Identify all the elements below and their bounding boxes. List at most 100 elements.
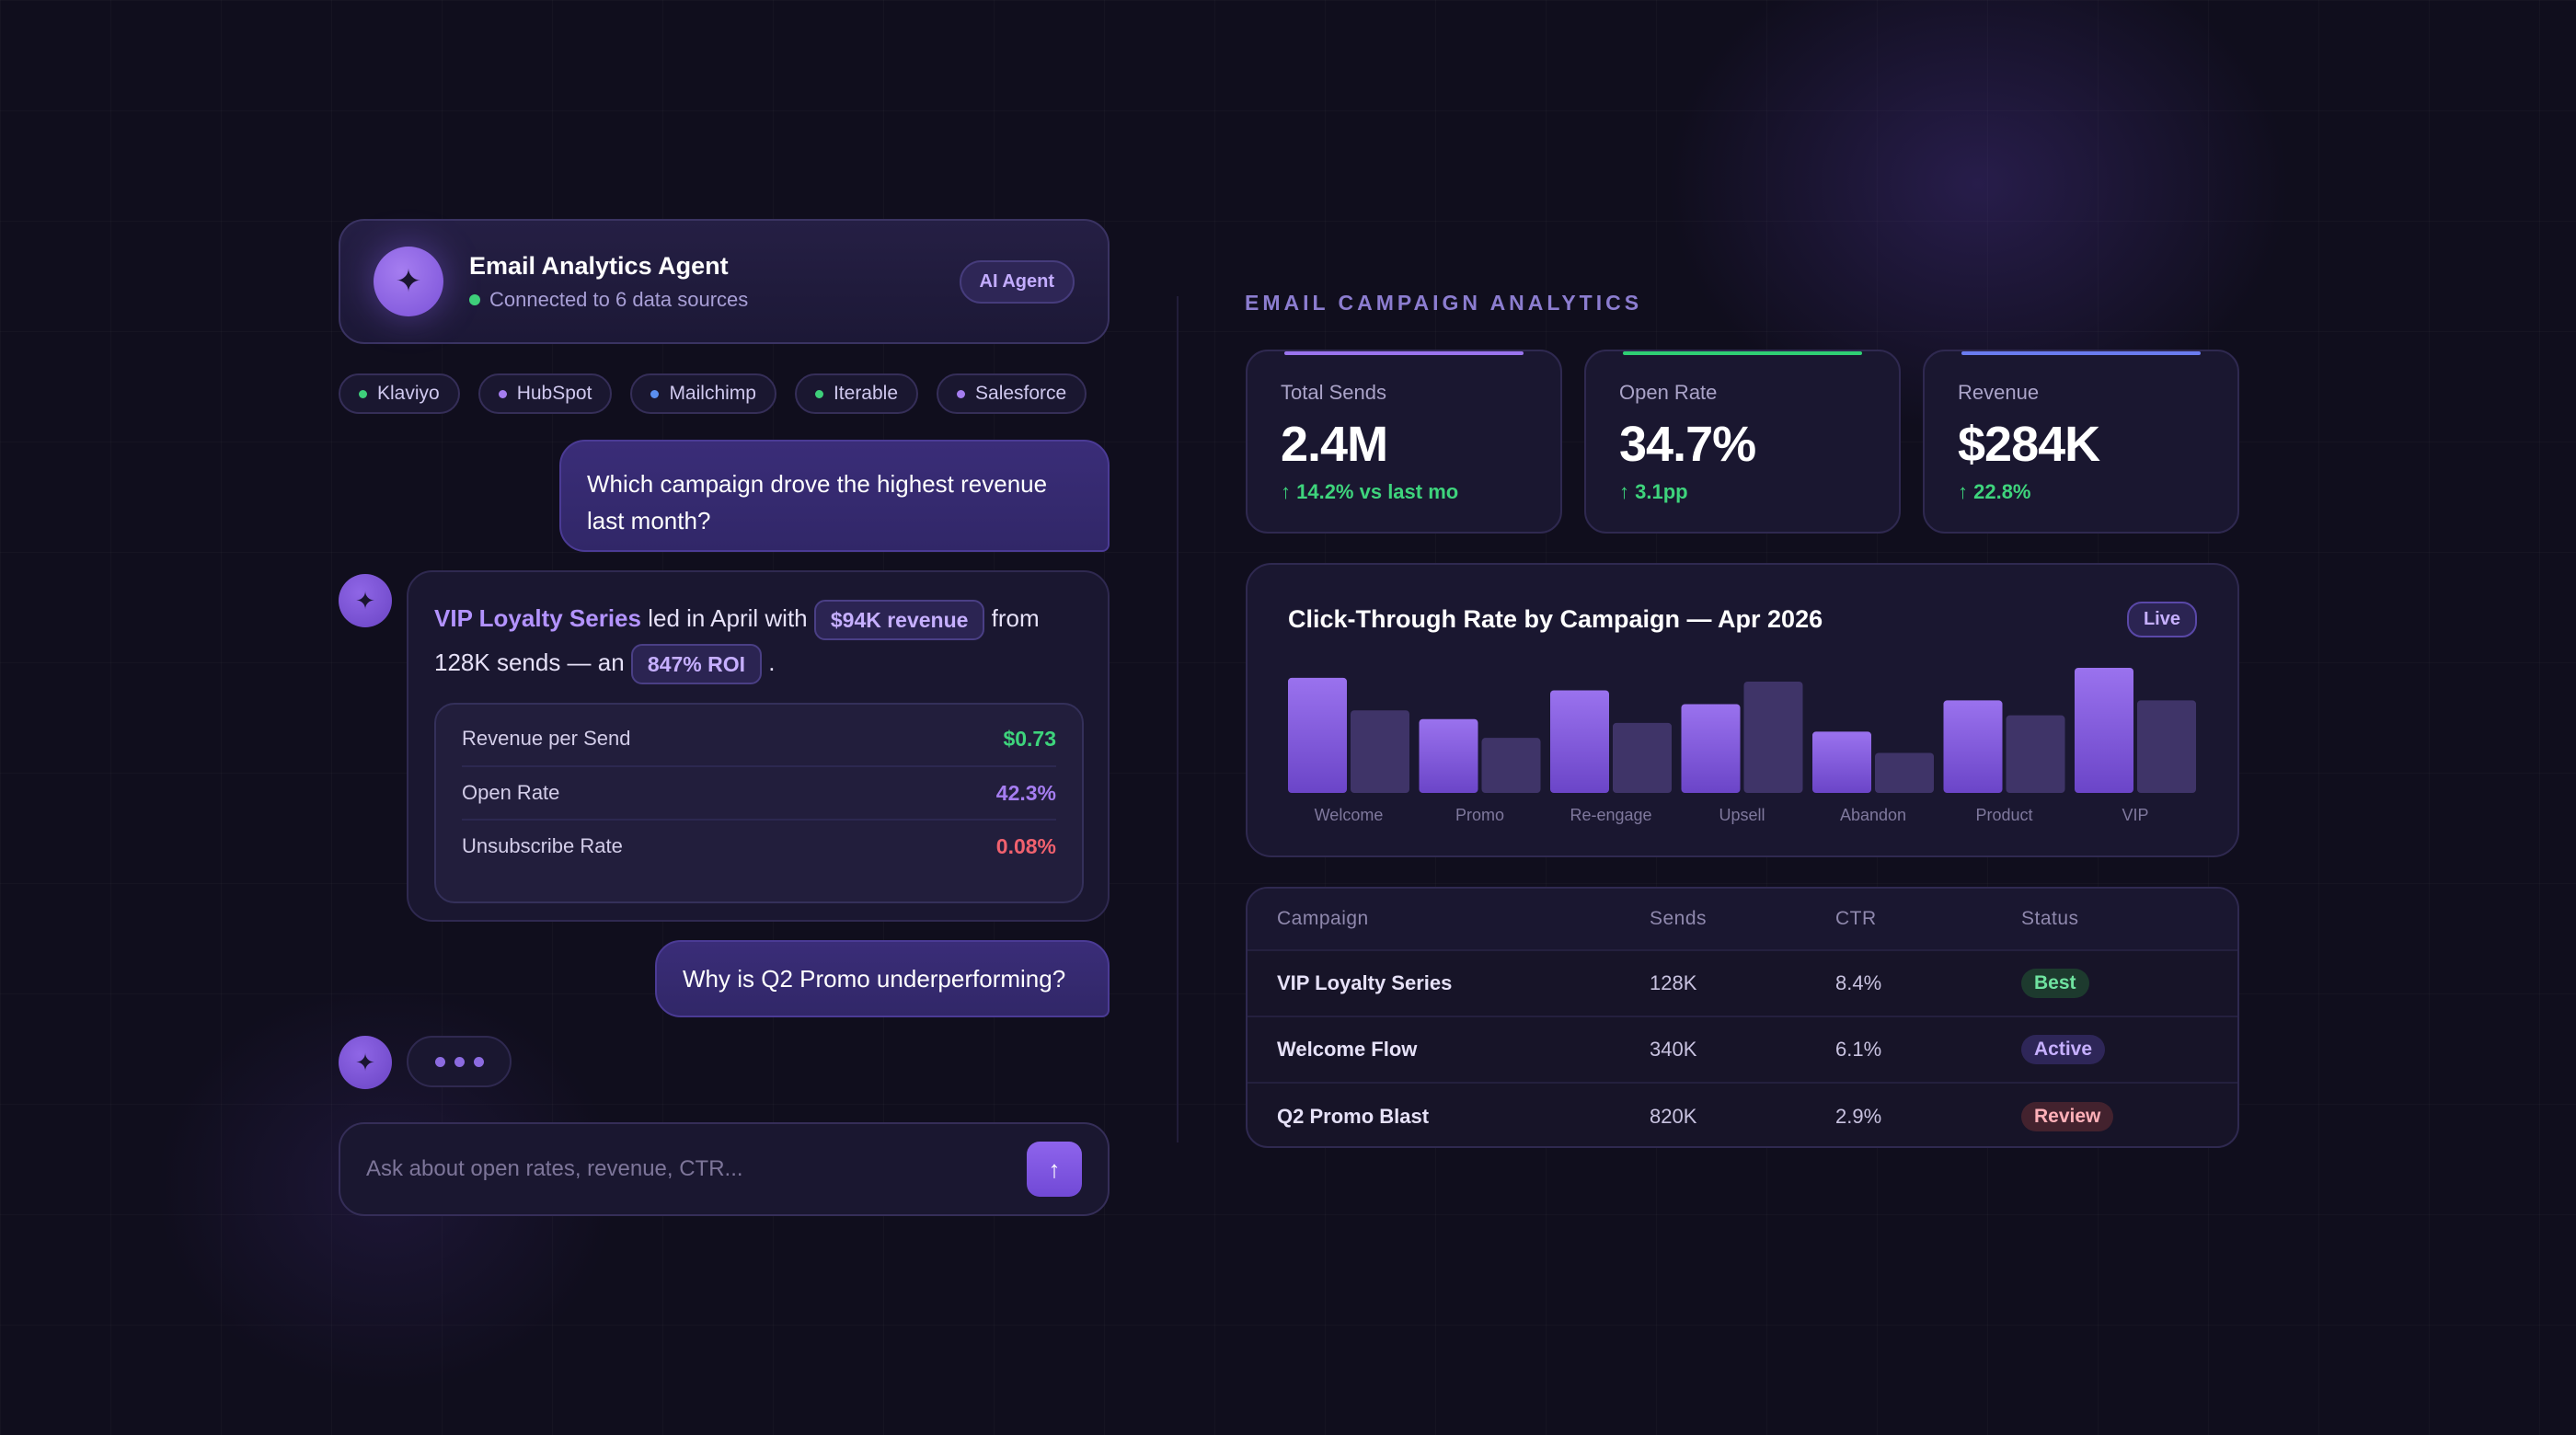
typing-dot (473, 1056, 484, 1067)
arrow-up-icon: ↑ (1048, 1154, 1061, 1183)
table-row[interactable]: VIP Loyalty Series 128K 8.4% Best (1248, 951, 2237, 1017)
revenue-pill: $94K revenue (813, 600, 985, 641)
panel-divider (1177, 296, 1179, 1142)
ctr-chart-card: Welcome Promo Re-engage Upsell Abandon Produc… (1246, 563, 2239, 857)
ai-agent-badge: AI Agent (959, 259, 1075, 304)
response-text: from 128K sends — an (434, 604, 1040, 677)
kpi-label: Total Sends (1281, 381, 1386, 404)
x-tick-label: Abandon (1840, 806, 1906, 824)
campaign-name: Q2 Promo Blast (1277, 1105, 1430, 1128)
user-message: Why is Q2 Promo underperforming? (655, 940, 1110, 1017)
status-badge: Active (2021, 1035, 2106, 1064)
bar-abandon-series-1 (1812, 731, 1871, 793)
kpi-card: Total Sends 2.4M ↑ 14.2% vs last mo (1246, 350, 1562, 534)
typing-dot (434, 1056, 445, 1067)
x-tick-label: Welcome (1315, 806, 1384, 824)
source-chip-salesforce[interactable]: Salesforce (937, 373, 1087, 414)
x-tick-label: Product (1975, 806, 2032, 824)
metric-value: $0.73 (1003, 726, 1056, 751)
chat-input[interactable] (366, 1156, 1027, 1182)
table-body: VIP Loyalty Series 128K 8.4% Best Welcome Fl… (1248, 951, 2237, 1146)
column-header: CTR (1835, 908, 1877, 929)
bar-upsell-series-1 (1681, 704, 1741, 793)
ctr-value: 8.4% (1835, 971, 1882, 994)
sends-value: 128K (1650, 971, 1697, 994)
sparkle-icon: ✦ (374, 247, 443, 316)
ctr-value: 2.9% (1835, 1105, 1882, 1128)
sparkle-icon: ✦ (339, 1036, 392, 1089)
agent-title: Email Analytics Agent (469, 251, 729, 280)
metric-label: Open Rate (462, 781, 560, 805)
campaign-name: Welcome Flow (1277, 1038, 1418, 1061)
bar-welcome-series-1 (1288, 677, 1347, 793)
metric-label: Revenue per Send (462, 727, 631, 751)
kpi-label: Open Rate (1619, 381, 1718, 404)
kpi-accent-line (1284, 351, 1524, 355)
chat-input-box: ↑ (339, 1122, 1110, 1216)
send-button[interactable]: ↑ (1027, 1142, 1082, 1197)
bar-promo-series-2 (1481, 738, 1541, 793)
source-chip-label: Iterable (833, 383, 899, 404)
status-cell: Review (2021, 1102, 2205, 1131)
kpi-value: 34.7% (1619, 417, 1756, 472)
roi-pill: 847% ROI (630, 644, 763, 685)
kpi-delta: ↑ 22.8% (1958, 480, 2031, 503)
x-tick-label: VIP (2122, 806, 2148, 824)
ctr-bar-chart: Welcome Promo Re-engage Upsell Abandon Produc… (1288, 668, 2196, 824)
metric-value: 0.08% (995, 833, 1056, 858)
table-row[interactable]: Q2 Promo Blast 820K 2.9% Review (1248, 1084, 2237, 1146)
source-chip-hubspot[interactable]: HubSpot (477, 373, 613, 414)
campaign-name: VIP Loyalty Series (1277, 971, 1453, 994)
status-cell: Best (2021, 969, 2205, 998)
live-badge: Live (2126, 602, 2197, 637)
metrics-box: Revenue per Send $0.73 Open Rate 42.3% Unsub… (434, 703, 1084, 904)
data-source-chips: Klaviyo HubSpot Mailchimp Iterable Salesforc… (339, 373, 1087, 414)
bar-vip-series-2 (2137, 700, 2196, 793)
source-chip-label: Salesforce (975, 383, 1067, 404)
kpi-card: Revenue $284K ↑ 22.8% (1923, 350, 2239, 534)
metric-label: Unsubscribe Rate (462, 834, 623, 858)
source-chip-label: Mailchimp (669, 383, 756, 404)
source-status-dot (359, 389, 367, 398)
sends-value: 340K (1650, 1038, 1697, 1061)
user-message: Which campaign drove the highest revenue… (559, 440, 1110, 552)
source-status-dot (498, 389, 507, 398)
metric-row: Open Rate 42.3% (462, 765, 1056, 819)
campaign-table: Campaign Sends CTR Status VIP Loyalty Serie… (1246, 887, 2239, 1148)
column-header: Sends (1650, 908, 1708, 929)
source-chip-label: Klaviyo (377, 383, 440, 404)
kpi-value: $284K (1958, 417, 2100, 472)
bar-upsell-series-2 (1743, 681, 1803, 793)
source-chip-klaviyo[interactable]: Klaviyo (339, 373, 460, 414)
ctr-value: 6.1% (1835, 1038, 1882, 1061)
bar-product-series-1 (1943, 700, 2003, 793)
agent-header-card: ✦ Email Analytics Agent Connected to 6 d… (339, 219, 1110, 344)
response-text: led in April with (640, 604, 814, 632)
bar-abandon-series-2 (1875, 752, 1934, 793)
typing-dot (454, 1056, 465, 1067)
x-tick-label: Upsell (1719, 806, 1765, 824)
connected-status-dot (469, 293, 480, 305)
x-tick-label: Re-engage (1570, 806, 1651, 824)
agent-info: Email Analytics Agent Connected to 6 dat… (469, 252, 748, 312)
status-badge: Best (2021, 969, 2089, 998)
bar-re-engage-series-2 (1613, 722, 1672, 793)
source-status-dot (957, 389, 966, 398)
typing-indicator (407, 1036, 512, 1087)
table-row[interactable]: Welcome Flow 340K 6.1% Active (1248, 1017, 2237, 1084)
agent-response: VIP Loyalty Series led in April with $94… (407, 570, 1110, 922)
kpi-accent-line (1623, 351, 1862, 355)
campaign-highlight: VIP Loyalty Series (434, 604, 641, 632)
source-chip-mailchimp[interactable]: Mailchimp (630, 373, 776, 414)
source-status-dot (650, 389, 660, 398)
agent-status-text: Connected to 6 data sources (489, 287, 749, 311)
column-header: Campaign (1277, 908, 1369, 929)
sends-value: 820K (1650, 1105, 1697, 1128)
kpi-value: 2.4M (1281, 417, 1388, 472)
agent-response-text: VIP Loyalty Series led in April with $94… (434, 596, 1082, 685)
source-chip-iterable[interactable]: Iterable (794, 373, 919, 414)
table-header-row: Campaign Sends CTR Status (1248, 889, 2237, 951)
response-text: . (762, 649, 776, 677)
x-tick-label: Promo (1455, 806, 1504, 824)
column-header: Status (2021, 908, 2079, 929)
